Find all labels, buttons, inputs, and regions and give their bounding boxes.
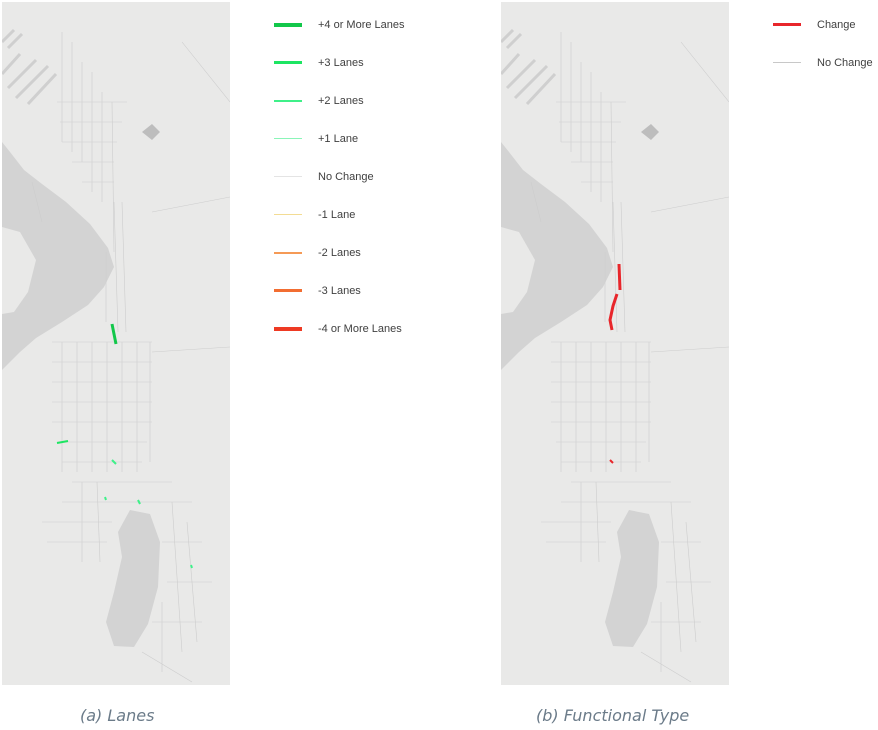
type-change-segment xyxy=(608,293,619,331)
map-functional-type[interactable] xyxy=(501,2,729,685)
road-network xyxy=(31,32,230,683)
airport-icon xyxy=(641,124,659,140)
legend-swatch xyxy=(274,289,302,292)
antelope-island xyxy=(2,227,36,314)
legend-swatch xyxy=(274,138,302,139)
legend-item: -2 Lanes xyxy=(274,245,474,261)
legend-swatch xyxy=(274,252,302,254)
great-salt-lake xyxy=(501,142,613,370)
lane-change-segment xyxy=(110,323,118,345)
legend-label: -4 or More Lanes xyxy=(318,323,402,335)
functional-type-map-canvas xyxy=(501,28,729,683)
legend-label: +1 Lane xyxy=(318,133,359,145)
legend-swatch xyxy=(274,61,302,64)
legend-item: -4 or More Lanes xyxy=(274,321,474,337)
great-salt-lake xyxy=(2,142,114,370)
road-network xyxy=(530,32,729,683)
utah-lake xyxy=(605,510,659,647)
legend-item: No Change xyxy=(274,169,474,185)
type-change-segment xyxy=(609,459,614,464)
legend-item: -1 Lane xyxy=(274,207,474,223)
lane-change-segment xyxy=(104,496,107,501)
legend-swatch xyxy=(274,327,302,331)
legend-item: +1 Lane xyxy=(274,131,474,147)
legend-label: -2 Lanes xyxy=(318,247,361,259)
legend-label: No Change xyxy=(318,171,374,183)
legend-functional-type: Change No Change xyxy=(773,17,878,77)
restricted-area-hatch xyxy=(501,28,557,106)
legend-swatch xyxy=(773,23,801,26)
legend-swatch xyxy=(274,100,302,102)
legend-label: No Change xyxy=(817,57,873,69)
legend-label: -3 Lanes xyxy=(318,285,361,297)
legend-item: +2 Lanes xyxy=(274,93,474,109)
legend-item: +4 or More Lanes xyxy=(274,17,474,33)
legend-swatch xyxy=(274,176,302,177)
airport-icon xyxy=(142,124,160,140)
caption-lanes: (a) Lanes xyxy=(80,706,155,725)
legend-swatch xyxy=(274,214,302,215)
lane-change-segment xyxy=(56,440,69,444)
legend-label: +2 Lanes xyxy=(318,95,364,107)
legend-label: -1 Lane xyxy=(318,209,356,221)
restricted-area-hatch xyxy=(2,28,58,106)
legend-swatch xyxy=(274,23,302,27)
utah-lake xyxy=(106,510,160,647)
legend-swatch xyxy=(773,62,801,63)
legend-label: Change xyxy=(817,19,856,31)
legend-item: Change xyxy=(773,17,878,33)
antelope-island xyxy=(501,227,535,314)
legend-item: -3 Lanes xyxy=(274,283,474,299)
legend-label: +4 or More Lanes xyxy=(318,19,405,31)
lane-change-segment xyxy=(111,459,117,465)
legend-label: +3 Lanes xyxy=(318,57,364,69)
legend-item: +3 Lanes xyxy=(274,55,474,71)
lanes-map-canvas xyxy=(2,28,230,683)
lane-change-segment xyxy=(190,564,193,569)
legend-item: No Change xyxy=(773,55,878,71)
caption-functional-type: (b) Functional Type xyxy=(536,706,690,725)
lane-change-segment xyxy=(137,499,141,505)
type-change-segment xyxy=(617,263,622,291)
map-lanes[interactable] xyxy=(2,2,230,685)
legend-lanes: +4 or More Lanes +3 Lanes +2 Lanes +1 La… xyxy=(274,17,474,347)
